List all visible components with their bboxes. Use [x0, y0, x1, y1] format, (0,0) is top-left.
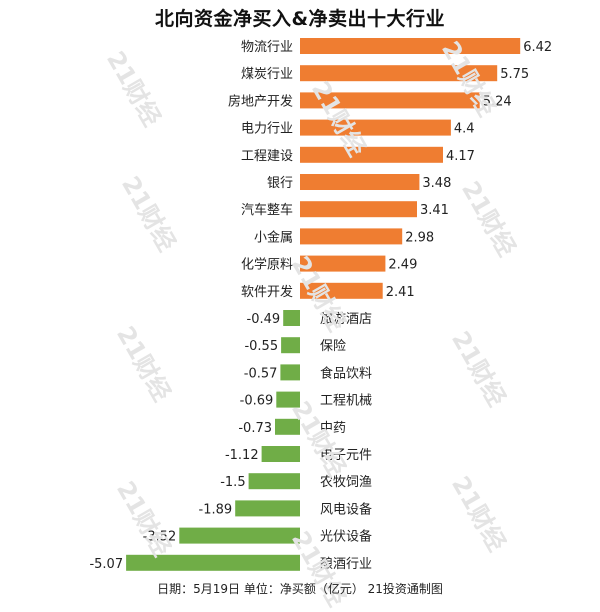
- category-label: 农牧饲渔: [320, 475, 372, 490]
- bar: [276, 391, 300, 408]
- value-label: 5.24: [483, 94, 512, 109]
- value-label: -1.5: [220, 475, 245, 490]
- category-label: 旅游酒店: [320, 312, 372, 327]
- category-label: 房地产开发: [228, 93, 293, 109]
- category-label: 光伏设备: [320, 529, 372, 545]
- bar: [235, 500, 300, 517]
- bar: [300, 282, 383, 299]
- category-label: 软件开发: [241, 284, 293, 300]
- bar: [248, 473, 300, 490]
- category-label: 化学原料: [241, 257, 293, 273]
- chart-footer: 日期：5月19日 单位：净买额（亿元） 21投资通制图: [157, 582, 443, 596]
- value-label: -0.49: [247, 312, 281, 327]
- chart-title: 北向资金净买入&净卖出十大行业: [154, 8, 446, 30]
- value-label: -0.57: [244, 366, 278, 381]
- value-label: 4.17: [446, 149, 475, 164]
- bar: [300, 201, 417, 218]
- value-label: 2.98: [405, 230, 434, 245]
- value-label: 3.41: [420, 203, 449, 218]
- bar: [283, 310, 300, 326]
- category-label: 工程建设: [241, 149, 293, 164]
- value-label: -1.89: [199, 502, 233, 517]
- bar: [300, 38, 521, 54]
- value-label: 6.42: [523, 40, 552, 55]
- bar: [280, 364, 300, 381]
- category-label: 工程机械: [320, 394, 372, 409]
- bar: [281, 337, 300, 354]
- category-label: 酿酒行业: [320, 556, 372, 572]
- category-label: 保险: [320, 339, 346, 354]
- value-label: -1.12: [225, 448, 259, 463]
- value-label: -3.52: [143, 530, 177, 545]
- value-label: -5.07: [89, 557, 123, 572]
- category-label: 中药: [320, 421, 346, 436]
- category-label: 物流行业: [241, 40, 293, 55]
- bar: [179, 527, 300, 544]
- value-label: -0.73: [238, 421, 272, 436]
- bar: [300, 65, 498, 82]
- category-label: 小金属: [254, 229, 293, 245]
- value-label: 2.49: [388, 258, 417, 273]
- bar: [300, 92, 480, 109]
- value-label: 5.75: [500, 67, 529, 82]
- bar: [300, 174, 420, 190]
- bar: [126, 554, 300, 571]
- bar: [300, 119, 451, 136]
- value-label: 2.41: [386, 285, 415, 300]
- category-label: 银行: [267, 176, 293, 191]
- bar: [300, 255, 386, 272]
- value-label: 4.4: [454, 122, 475, 137]
- category-label: 电力行业: [241, 122, 293, 137]
- bar: [300, 146, 443, 163]
- value-label: 3.48: [422, 176, 451, 191]
- value-label: -0.69: [240, 394, 274, 409]
- bar: [275, 418, 300, 435]
- bar: [300, 228, 403, 245]
- value-label: -0.55: [244, 339, 278, 354]
- category-label: 煤炭行业: [241, 67, 293, 82]
- category-label: 电子元件: [320, 448, 372, 463]
- category-label: 汽车整车: [241, 202, 293, 218]
- category-label: 风电设备: [320, 501, 372, 517]
- bar: [261, 446, 300, 462]
- category-label: 食品饮料: [320, 365, 372, 381]
